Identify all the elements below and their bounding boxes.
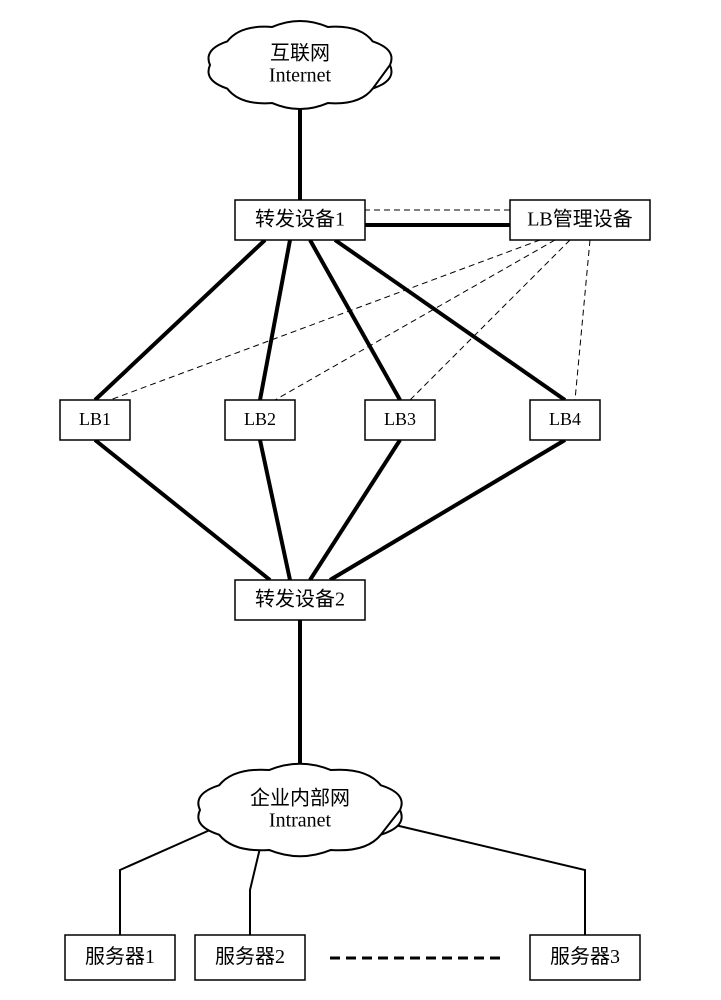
cloud-internet: 互联网Internet <box>208 21 391 109</box>
edge-solid-fwd1-lb4 <box>335 240 565 400</box>
cloud-intranet-label-0: 企业内部网 <box>250 787 350 810</box>
node-lb3: LB3 <box>365 400 435 440</box>
node-lb4: LB4 <box>530 400 600 440</box>
node-srv3: 服务器3 <box>530 935 640 980</box>
cloud-intranet: 企业内部网Intranet <box>198 764 401 856</box>
edge-solid-lb4-fwd2 <box>330 440 565 580</box>
node-srv2: 服务器2 <box>195 935 305 980</box>
node-lbmgr-label: LB管理设备 <box>527 208 633 231</box>
edge-solid-fwd1-lb1 <box>95 240 265 400</box>
node-fwd2-label: 转发设备2 <box>255 588 345 611</box>
cloud-intranet-label-1: Intranet <box>269 810 332 832</box>
edge-thin-intranet-srv1 <box>120 830 210 935</box>
edge-dash-lbmgr-lb3 <box>410 240 570 400</box>
node-fwd1-label: 转发设备1 <box>255 208 345 231</box>
edge-dash-lbmgr-lb2 <box>275 240 555 400</box>
node-srv1: 服务器1 <box>65 935 175 980</box>
node-fwd1: 转发设备1 <box>235 200 365 240</box>
cloud-internet-label-1: Internet <box>269 65 332 87</box>
node-lb4-label: LB4 <box>549 409 581 429</box>
node-srv2-label: 服务器2 <box>215 945 285 968</box>
edge-solid-lb3-fwd2 <box>310 440 400 580</box>
node-lbmgr: LB管理设备 <box>510 200 650 240</box>
node-fwd2: 转发设备2 <box>235 580 365 620</box>
node-lb1-label: LB1 <box>79 409 111 429</box>
node-lb1: LB1 <box>60 400 130 440</box>
node-srv3-label: 服务器3 <box>550 945 620 968</box>
node-lb2: LB2 <box>225 400 295 440</box>
edge-thin-intranet-srv3 <box>395 825 585 935</box>
edge-solid-fwd1-lb3 <box>310 240 400 400</box>
edge-solid-fwd1-lb2 <box>260 240 290 400</box>
edge-dash-lbmgr-lb4 <box>575 240 590 400</box>
edge-thin-intranet-srv2 <box>250 848 260 935</box>
network-diagram: 互联网Internet 企业内部网Intranet 转发设备1 LB管理设备 LB1 L… <box>0 0 721 1000</box>
cloud-internet-label-0: 互联网 <box>270 42 330 65</box>
node-lb2-label: LB2 <box>244 409 276 429</box>
node-srv1-label: 服务器1 <box>85 945 155 968</box>
edge-solid-lb1-fwd2 <box>95 440 270 580</box>
node-lb3-label: LB3 <box>384 409 416 429</box>
edge-solid-lb2-fwd2 <box>260 440 290 580</box>
